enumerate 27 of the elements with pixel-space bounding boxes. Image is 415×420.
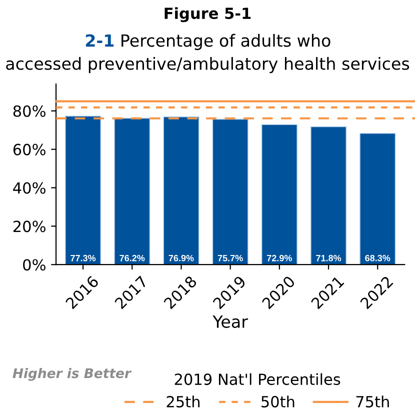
legend-label: 75th [356,396,389,408]
bar [310,126,347,265]
bar [261,124,298,265]
data-label: 71.8% [316,254,342,262]
legend-label: 50th [262,396,294,408]
bar [64,116,102,265]
data-label: 68.3% [365,254,390,262]
y-tick-label: 0% [23,259,46,271]
chart-title: Figure 5-1 [164,7,251,22]
data-label: 72.9% [267,254,292,262]
legend-title: 2019 Nat'l Percentiles [174,373,340,386]
x-axis-title: Year [212,316,248,328]
chart-subtitle: 2-1 Percentage of adults who accessed preventive/ambulatory health services [6,34,410,74]
y-tick-label: 40% [13,182,46,194]
legend-label: 25th [166,396,200,408]
data-label: 77.3% [70,254,96,262]
data-label: 76.9% [168,254,194,262]
text: Higher is Better [12,368,132,381]
bar [114,118,150,265]
y-tick-label: 80% [13,105,46,117]
y-tick-label: 60% [13,144,46,156]
data-label: 76.2% [120,254,145,262]
bar [212,118,248,265]
data-label: 75.7% [218,254,243,262]
y-tick-label: 20% [13,220,46,232]
bar [163,116,200,265]
bar [360,132,396,265]
